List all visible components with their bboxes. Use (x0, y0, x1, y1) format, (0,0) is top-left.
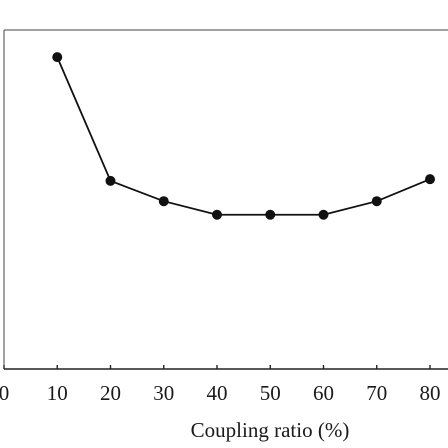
data-point-50 (265, 209, 276, 220)
series-layer (52, 52, 435, 220)
x-tick-label-10: 10 (47, 381, 68, 405)
plot-frame (3, 29, 448, 370)
data-point-40 (212, 209, 222, 220)
x-tick-label-30: 30 (153, 381, 174, 405)
x-tick-label-40: 40 (207, 381, 228, 405)
x-ticks (3, 365, 431, 369)
series-line-0 (56, 56, 431, 216)
x-tick-label-0: 0 (0, 381, 9, 405)
data-point-30 (158, 196, 169, 207)
data-point-20 (105, 175, 116, 186)
x-tick-label-70: 70 (366, 381, 387, 405)
data-point-80 (425, 174, 435, 185)
x-tick-label-50: 50 (260, 381, 281, 405)
x-axis-title: Coupling ratio (%) (191, 418, 350, 442)
x-tick-label-60: 60 (313, 381, 334, 405)
x-tick-label-20: 20 (100, 381, 121, 405)
data-point-70 (371, 196, 382, 207)
data-point-10 (52, 52, 63, 63)
x-tick-label-80: 80 (420, 381, 441, 405)
data-point-60 (318, 209, 329, 220)
x-tick-labels: 0 10 20 30 40 50 60 70 80 (0, 381, 441, 405)
